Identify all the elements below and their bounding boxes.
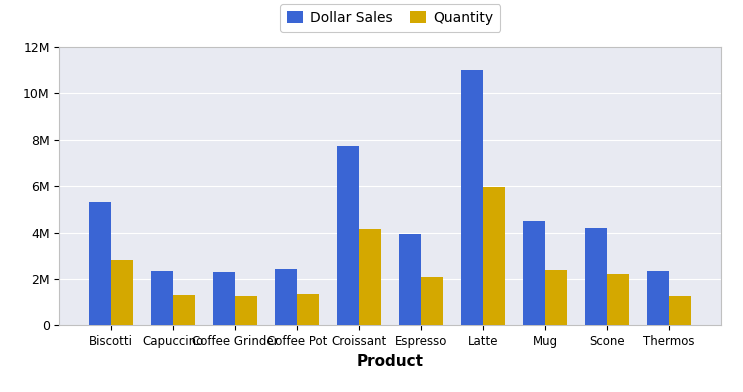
Bar xyxy=(152,271,173,325)
Bar xyxy=(111,260,133,325)
Bar xyxy=(647,271,669,325)
Bar xyxy=(483,187,504,325)
Bar xyxy=(235,296,257,325)
Bar xyxy=(523,221,545,325)
X-axis label: Product: Product xyxy=(357,354,424,368)
Bar xyxy=(607,274,629,325)
Bar xyxy=(89,202,111,325)
Bar xyxy=(400,234,421,325)
Bar xyxy=(276,269,297,325)
Bar xyxy=(173,295,195,325)
Bar xyxy=(359,229,380,325)
Bar xyxy=(545,270,567,325)
Legend: Dollar Sales, Quantity: Dollar Sales, Quantity xyxy=(280,4,500,32)
Bar xyxy=(669,296,691,325)
Bar xyxy=(421,277,443,325)
Bar xyxy=(213,272,235,325)
Bar xyxy=(585,228,607,325)
Bar xyxy=(337,145,359,325)
Bar xyxy=(297,294,319,325)
Bar xyxy=(461,70,483,325)
